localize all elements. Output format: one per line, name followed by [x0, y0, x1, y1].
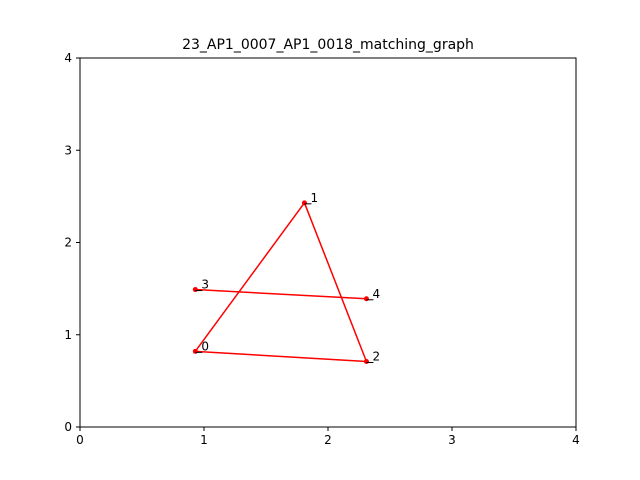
- x-axis-ticks: 0 1 2 3 4: [76, 427, 580, 447]
- x-tick-label: 4: [572, 433, 580, 447]
- plot-frame: [79, 57, 577, 428]
- graph-edges: [194, 202, 368, 363]
- node-point-0: [192, 348, 198, 354]
- y-axis-ticks: 0 1 2 3 4: [64, 51, 80, 434]
- node-label-0: 0: [201, 339, 209, 353]
- y-tick-label: 1: [64, 328, 72, 342]
- y-tick-label: 4: [64, 51, 72, 65]
- edge-0-2: [195, 350, 367, 363]
- x-tick-label: 0: [76, 433, 84, 447]
- x-tick-label: 3: [448, 433, 456, 447]
- edge-3-4: [195, 288, 367, 300]
- node-label-1: 1: [310, 191, 318, 205]
- node-label-2: 2: [372, 350, 380, 364]
- edge-0-1: [194, 202, 306, 352]
- y-tick-label: 3: [64, 143, 72, 157]
- chart-title: 23_AP1_0007_AP1_0018_matching_graph: [182, 37, 474, 53]
- graph-nodes: 0 1 2 3 4: [192, 191, 380, 365]
- x-tick-label: 1: [200, 433, 208, 447]
- y-tick-label: 0: [64, 420, 72, 434]
- node-point-1: [301, 200, 307, 206]
- node-point-4: [363, 296, 369, 302]
- node-label-4: 4: [372, 287, 380, 301]
- node-point-3: [192, 287, 198, 293]
- y-tick-label: 2: [64, 236, 72, 250]
- node-point-2: [363, 359, 369, 365]
- node-label-3: 3: [201, 278, 209, 292]
- edge-1-2: [303, 202, 368, 362]
- x-tick-label: 2: [324, 433, 332, 447]
